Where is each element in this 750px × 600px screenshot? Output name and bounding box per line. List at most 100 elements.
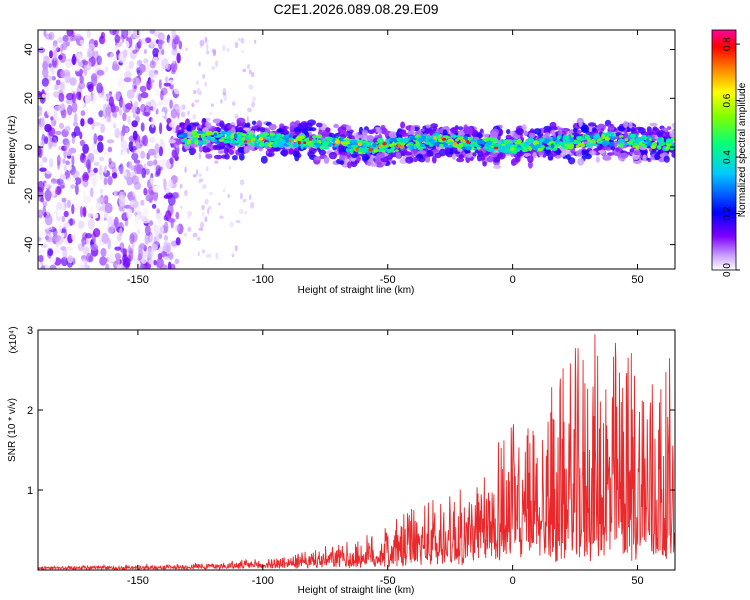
heatmap-cell bbox=[642, 141, 648, 145]
heatmap-cell bbox=[451, 134, 457, 139]
heatmap-cell bbox=[215, 60, 219, 67]
heatmap-cell bbox=[604, 136, 611, 141]
heatmap-cell bbox=[288, 148, 294, 155]
heatmap-cell bbox=[431, 138, 435, 144]
heatmap-cell bbox=[170, 63, 176, 70]
heatmap-cell bbox=[671, 152, 675, 158]
heatmap-cell bbox=[389, 138, 396, 141]
heatmap-cell bbox=[610, 133, 615, 136]
heatmap-cell bbox=[59, 82, 65, 90]
heatmap-cell bbox=[212, 118, 222, 124]
heatmap-cell bbox=[573, 140, 581, 144]
spectrogram-y-ticks: -40 -20 0 20 40 bbox=[23, 43, 675, 253]
heatmap-cell bbox=[580, 142, 585, 148]
heatmap-cell bbox=[39, 167, 47, 172]
heatmap-cell bbox=[192, 174, 197, 178]
heatmap-cell bbox=[145, 224, 151, 236]
heatmap-cell bbox=[395, 152, 402, 159]
heatmap-cell bbox=[82, 246, 90, 255]
heatmap-cell bbox=[119, 166, 126, 174]
heatmap-cell bbox=[131, 120, 138, 128]
heatmap-cell bbox=[593, 144, 599, 147]
heatmap-cell bbox=[213, 139, 218, 142]
heatmap-cell bbox=[58, 181, 66, 188]
heatmap-cell bbox=[101, 232, 109, 245]
heatmap-cell bbox=[73, 121, 79, 127]
heatmap-cell bbox=[184, 189, 188, 197]
heatmap-cell bbox=[71, 229, 77, 241]
heatmap-cell bbox=[456, 157, 465, 163]
heatmap-cell bbox=[93, 167, 98, 173]
heatmap-cell bbox=[413, 144, 417, 150]
heatmap-cell bbox=[199, 39, 205, 47]
heatmap-cell bbox=[93, 122, 101, 127]
heatmap-cell bbox=[38, 124, 43, 131]
heatmap-cell bbox=[577, 157, 585, 166]
heatmap-cell bbox=[323, 156, 330, 164]
heatmap-cell bbox=[62, 34, 69, 43]
heatmap-cell bbox=[449, 141, 453, 145]
heatmap-cell bbox=[181, 104, 186, 111]
heatmap-cell bbox=[656, 144, 662, 150]
heatmap-cell bbox=[58, 92, 65, 103]
heatmap-cell bbox=[209, 191, 213, 196]
heatmap-cell bbox=[111, 64, 120, 71]
heatmap-cell bbox=[133, 101, 139, 109]
heatmap-cell bbox=[602, 155, 612, 161]
heatmap-cell bbox=[149, 30, 156, 35]
heatmap-cell bbox=[130, 231, 139, 243]
heatmap-cell bbox=[100, 123, 105, 133]
heatmap-cell bbox=[121, 124, 126, 136]
heatmap-cell bbox=[316, 122, 323, 128]
heatmap-cell bbox=[127, 115, 131, 125]
figure-title: C2E1.2026.089.08.29.E09 bbox=[273, 1, 438, 17]
heatmap-cell bbox=[447, 145, 454, 148]
heatmap-cell bbox=[335, 139, 340, 144]
heatmap-cell bbox=[440, 137, 443, 140]
heatmap-cell bbox=[293, 139, 297, 143]
heatmap-cell bbox=[222, 92, 227, 96]
heatmap-cell bbox=[666, 126, 672, 131]
heatmap-cell bbox=[169, 157, 174, 165]
heatmap-cell bbox=[114, 91, 121, 101]
heatmap-cell bbox=[453, 147, 458, 153]
heatmap-cell bbox=[223, 94, 228, 102]
heatmap-cell bbox=[554, 144, 560, 147]
heatmap-cell bbox=[351, 153, 358, 159]
heatmap-cell bbox=[224, 153, 230, 160]
heatmap-cell bbox=[641, 135, 645, 139]
heatmap-cell bbox=[105, 106, 112, 116]
heatmap-cell bbox=[218, 134, 223, 138]
heatmap-cell bbox=[105, 263, 110, 269]
heatmap-cell bbox=[145, 37, 152, 44]
heatmap-cell bbox=[158, 79, 162, 90]
heatmap-cell bbox=[520, 142, 524, 147]
heatmap-cell bbox=[514, 141, 521, 145]
heatmap-cell bbox=[82, 143, 89, 154]
heatmap-cell bbox=[219, 215, 224, 219]
heatmap-cell bbox=[617, 144, 621, 147]
heatmap-cell bbox=[107, 176, 113, 186]
heatmap-cell bbox=[213, 154, 223, 160]
snr-x-ticks: -150 -100 -50 0 50 bbox=[127, 330, 644, 587]
heatmap-cell bbox=[55, 130, 62, 136]
heatmap-cell bbox=[613, 151, 621, 157]
heatmap-cell bbox=[243, 140, 248, 143]
heatmap-cell bbox=[85, 233, 93, 239]
heatmap-cell bbox=[111, 172, 118, 179]
heatmap-cell bbox=[191, 129, 198, 135]
heatmap-cell bbox=[85, 159, 91, 170]
x-tick-label: -50 bbox=[380, 274, 396, 286]
heatmap-cell bbox=[105, 117, 112, 123]
heatmap-cell bbox=[97, 44, 102, 53]
heatmap-cell bbox=[53, 234, 61, 242]
heatmap-cell bbox=[341, 151, 348, 156]
heatmap-cell bbox=[231, 126, 236, 134]
heatmap-cell bbox=[164, 221, 169, 234]
heatmap-cell bbox=[575, 145, 580, 149]
heatmap-cell bbox=[617, 125, 626, 132]
heatmap-cell bbox=[400, 145, 404, 149]
heatmap-cell bbox=[640, 150, 648, 155]
heatmap-cell bbox=[256, 140, 260, 144]
heatmap-cell bbox=[387, 148, 392, 154]
